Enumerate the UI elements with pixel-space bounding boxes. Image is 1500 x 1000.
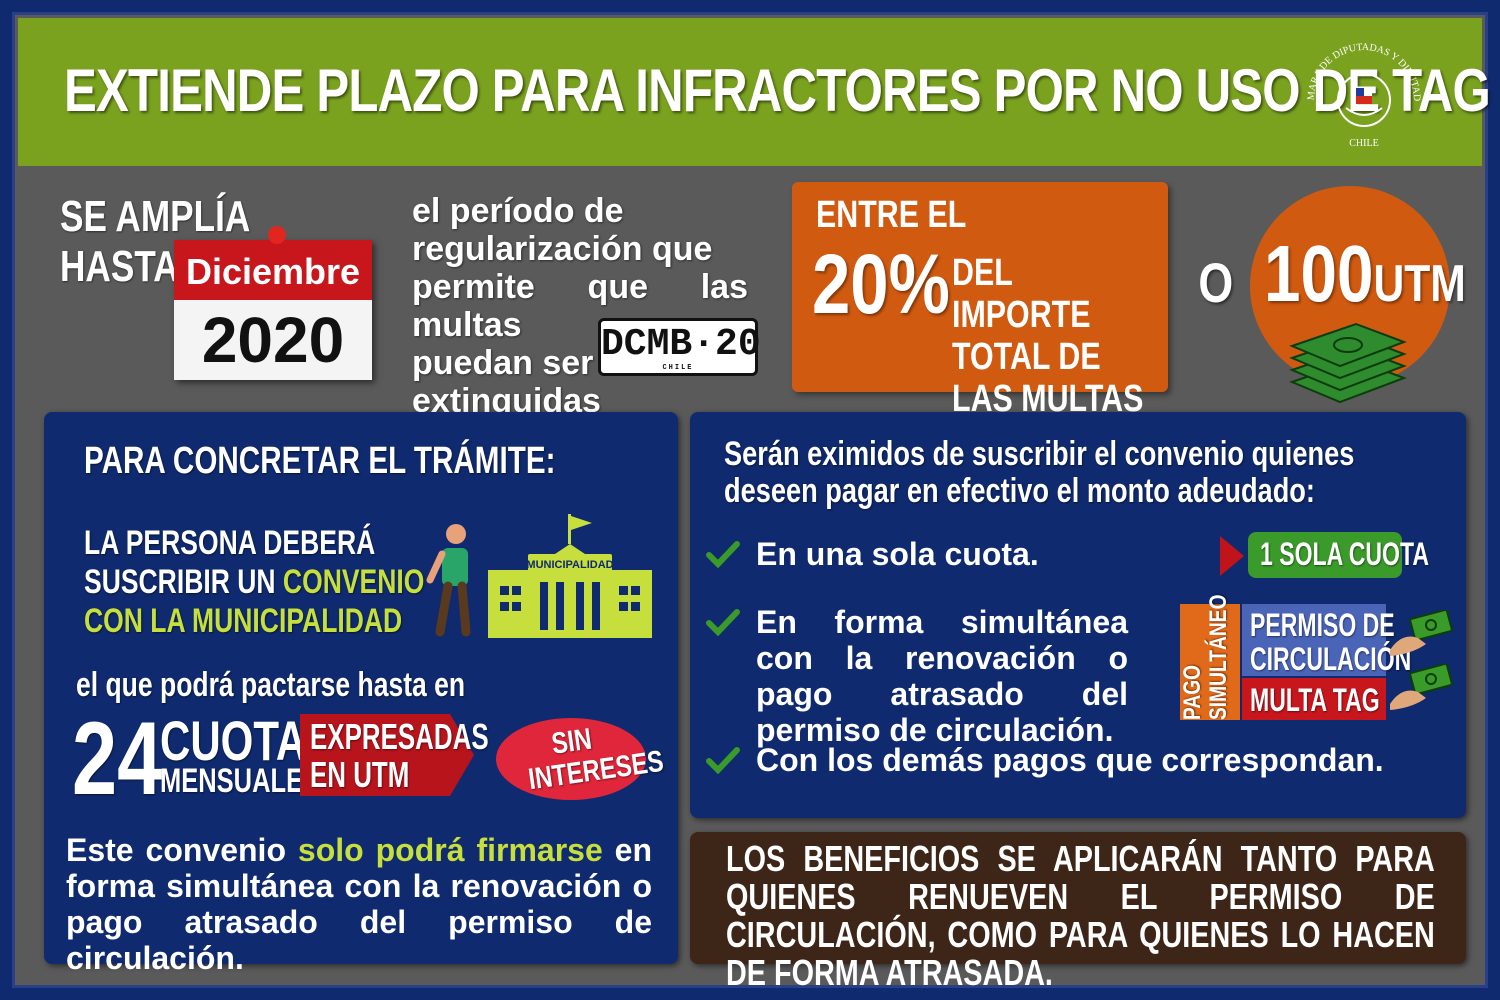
simultaneous-payment-column <box>1180 604 1240 720</box>
plate-country: CHILE <box>662 364 694 372</box>
fine-label: MULTA TAG <box>1250 682 1380 718</box>
period-line: permite que las multas <box>412 268 748 344</box>
person-walking-icon <box>426 524 471 637</box>
utm-tag-line2: EN UTM <box>310 754 410 795</box>
utm-arrow-tag <box>300 714 474 796</box>
hand-money-icon <box>1390 664 1453 710</box>
requirement-line1: LA PERSONA DEBERÁ <box>84 524 376 562</box>
money-stack-icon <box>1289 322 1407 404</box>
exemptions-intro: Serán eximidos de suscribir el convenio … <box>724 436 1354 510</box>
check-icon <box>706 609 740 636</box>
permit-box <box>1242 604 1386 676</box>
hand-money-icon <box>1390 610 1453 656</box>
convenio-note: Este convenio solo podrá firmarse en for… <box>66 832 652 976</box>
calendar-icon: Diciembre 2020 <box>174 240 372 380</box>
exemption-item: En forma simultánea con la renovación o … <box>756 604 1128 748</box>
calendar-year: 2020 <box>174 300 372 380</box>
percent-value: 20% <box>812 237 950 331</box>
requirement-line2: SUSCRIBIR UN CONVENIO <box>84 563 424 602</box>
installments-count: 24 <box>72 701 163 817</box>
license-plate-icon: DCMB·20 CHILE <box>598 318 761 376</box>
single-payment-badge <box>1248 532 1402 578</box>
extension-line1: SE AMPLÍA <box>60 192 251 241</box>
no-interest-badge <box>496 718 646 800</box>
convenio-note-c: en forma simultánea con la renovación o … <box>66 832 653 976</box>
tramite-heading: PARA CONCRETAR EL TRÁMITE: <box>84 440 556 482</box>
single-payment-label: 1 SOLA CUOTA <box>1260 536 1429 572</box>
arrow-icon <box>1220 536 1244 576</box>
extension-line2: HASTA <box>60 242 179 291</box>
check-icon <box>706 541 740 568</box>
extension-label: SE AMPLÍA HASTA <box>60 192 250 292</box>
utm-value: 100 <box>1264 229 1374 318</box>
permit-line1: PERMISO DE <box>1250 607 1395 643</box>
chile-seal-icon: CÁMARA DE DIPUTADAS Y DIPUTADOS CHILE <box>1300 36 1422 149</box>
check-icon <box>706 747 740 774</box>
exemption-item: En una sola cuota. <box>756 536 1039 572</box>
convenio-note-highlight: solo podrá firmarse <box>297 832 603 868</box>
plate-number: DCMB·20 <box>601 323 761 366</box>
permit-line2: CIRCULACIÓN <box>1250 641 1412 677</box>
period-line: regularización que <box>412 230 713 268</box>
benefits-text: LOS BENEFICIOS SE APLICARÁN TANTO PARA Q… <box>726 838 1435 993</box>
percent-intro: ENTRE EL <box>816 194 967 236</box>
percent-description: DEL IMPORTE TOTAL DE LAS MULTAS <box>952 252 1144 420</box>
page-title: EXTIENDE PLAZO PARA INFRACTORES POR NO U… <box>64 57 1491 124</box>
tramite-panel <box>44 412 678 964</box>
requirement-line3: CON LA MUNICIPALIDAD <box>84 602 403 640</box>
or-label: O <box>1198 251 1234 314</box>
calendar-month: Diciembre <box>174 240 372 300</box>
simultaneous-line2: SIMULTÁNEO <box>1205 594 1232 720</box>
exemption-item: Con los demás pagos que correspondan. <box>756 742 1384 778</box>
installments-intro: el que podrá pactarse hasta en <box>76 666 466 704</box>
permit-label: PERMISO DE CIRCULACIÓN <box>1250 608 1411 676</box>
installments-period: MENSUALES <box>160 762 321 800</box>
period-description: el período de regularización que permite… <box>412 192 748 420</box>
convenio-note-a: Este convenio <box>66 832 298 868</box>
requirement-convenio: CONVENIO <box>282 563 425 601</box>
tramite-requirement: LA PERSONA DEBERÁ SUSCRIBIR UN CONVENIO … <box>84 524 424 641</box>
simultaneous-payment-label: PAGO SIMULTÁNEO <box>1179 594 1232 720</box>
benefits-panel <box>690 832 1466 964</box>
seal-text-bottom: CHILE <box>1349 138 1378 149</box>
calendar-pin-icon <box>268 226 286 244</box>
period-line: puedan ser <box>412 344 594 382</box>
municipality-building-icon: MUNICIPALIDAD <box>488 514 652 638</box>
utm-amount: 100UTM <box>1264 228 1466 320</box>
period-line: el período de <box>412 192 624 230</box>
municipality-label: MUNICIPALIDAD <box>526 559 613 571</box>
simultaneous-line1: PAGO <box>1179 664 1206 720</box>
utm-tag-text: EXPRESADAS EN UTM <box>310 718 489 794</box>
exemptions-intro-line2: deseen pagar en efectivo el monto adeuda… <box>724 472 1315 510</box>
percent-box: ENTRE EL 20% DEL IMPORTE TOTAL DE LAS MU… <box>792 182 1168 420</box>
fine-box <box>1242 678 1386 720</box>
exemptions-intro-line1: Serán eximidos de suscribir el convenio … <box>724 435 1355 473</box>
header-banner <box>18 18 1482 166</box>
no-interest-text: SIN INTERESES <box>522 720 665 797</box>
utm-unit: UTM <box>1373 255 1466 313</box>
requirement-line2-a: SUSCRIBIR UN <box>84 563 283 601</box>
utm-tag-line1: EXPRESADAS <box>310 716 489 757</box>
